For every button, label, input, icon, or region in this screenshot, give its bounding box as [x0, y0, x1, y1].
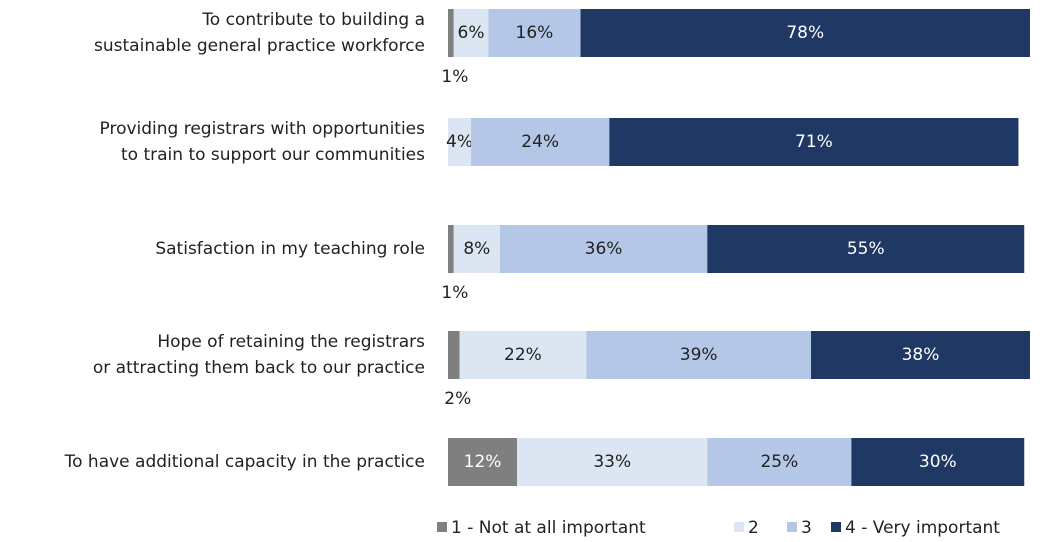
bar-segment: [707, 225, 1025, 273]
legend-swatch: [437, 522, 447, 532]
bar-segment: [851, 438, 1025, 486]
value-label: 1%: [441, 283, 468, 303]
value-label: 55%: [847, 239, 885, 259]
bar-segment: [580, 9, 1030, 57]
value-label: 4%: [446, 132, 473, 152]
value-label: 24%: [521, 132, 559, 152]
value-label: 1%: [441, 67, 468, 87]
legend-label: 4 - Very important: [845, 518, 1000, 538]
bar-segment: [471, 118, 610, 166]
value-label: 22%: [504, 345, 542, 365]
bar-segment: [453, 9, 489, 57]
value-label: 16%: [516, 23, 554, 43]
value-label: 39%: [680, 345, 718, 365]
bar-segment: [488, 9, 581, 57]
bar-segment: [517, 438, 708, 486]
bar-segment: [448, 225, 454, 273]
value-label: 25%: [760, 452, 798, 472]
value-label: 71%: [795, 132, 833, 152]
bar-segment: [499, 225, 708, 273]
legend-label: 3: [801, 518, 812, 538]
value-label: 30%: [919, 452, 957, 472]
category-label: to train to support our communities: [121, 145, 425, 165]
legend-label: 1 - Not at all important: [451, 518, 646, 538]
bar-segment: [448, 331, 460, 379]
bar-segment: [448, 9, 454, 57]
legend-swatch: [831, 522, 841, 532]
bar-segment: [707, 438, 852, 486]
bar-segment: [609, 118, 1019, 166]
value-label: 2%: [444, 389, 471, 409]
value-label: 33%: [593, 452, 631, 472]
value-label: 78%: [786, 23, 824, 43]
bar-segment: [448, 438, 518, 486]
bar-segment: [453, 225, 500, 273]
value-label: 6%: [458, 23, 485, 43]
bar-segment: [586, 331, 812, 379]
value-label: 36%: [585, 239, 623, 259]
bar-segment: [448, 118, 472, 166]
bar-segment: [459, 331, 587, 379]
legend-label: 2: [748, 518, 759, 538]
category-label: Hope of retaining the registrars: [157, 332, 425, 352]
bar-segment: [811, 331, 1030, 379]
value-label: 38%: [902, 345, 940, 365]
category-label: To contribute to building a: [201, 10, 425, 30]
category-label: Satisfaction in my teaching role: [155, 239, 425, 259]
category-label: sustainable general practice workforce: [94, 36, 425, 56]
category-label: or attracting them back to our practice: [93, 358, 425, 378]
category-label: To have additional capacity in the pract…: [64, 452, 425, 472]
legend-swatch: [734, 522, 744, 532]
value-label: 12%: [464, 452, 502, 472]
legend-swatch: [787, 522, 797, 532]
value-label: 8%: [463, 239, 490, 259]
category-label: Providing registrars with opportunities: [100, 119, 426, 139]
